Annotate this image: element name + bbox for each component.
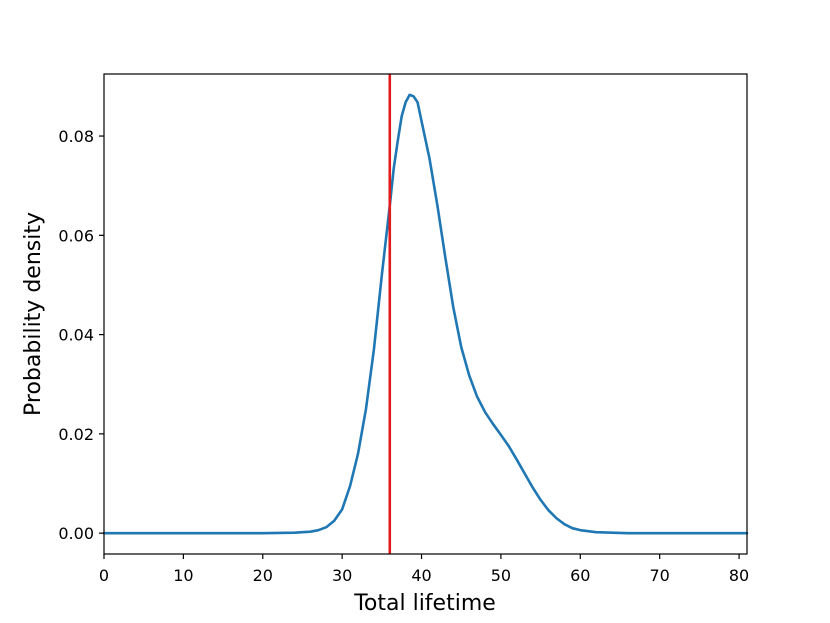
- y-axis-label: Probability density: [21, 212, 46, 416]
- x-tick-label: 50: [491, 566, 511, 585]
- y-axis-ticks: 0.00 0.02 0.04 0.06 0.08: [58, 127, 104, 543]
- x-tick-label: 60: [570, 566, 590, 585]
- plot-background: [104, 74, 747, 554]
- y-tick-label: 0.00: [58, 524, 94, 543]
- x-tick-label: 80: [729, 566, 749, 585]
- density-curve-0: [102, 93, 749, 535]
- x-axis-label: Total lifetime: [353, 591, 496, 616]
- x-tick-label: 40: [411, 566, 431, 585]
- plot-frame: [103, 73, 748, 555]
- x-axis-ticks: 0 10 20 30 40 50 60 70 80: [99, 554, 749, 585]
- x-tick-label: 10: [173, 566, 193, 585]
- y-tick-label: 0.04: [58, 326, 94, 345]
- x-tick-label: 30: [332, 566, 352, 585]
- x-tick-label: 20: [253, 566, 273, 585]
- y-tick-label: 0.08: [58, 127, 94, 146]
- y-tick-label: 0.02: [58, 425, 94, 444]
- y-tick-label: 0.06: [58, 226, 94, 245]
- x-tick-label: 70: [649, 566, 669, 585]
- x-tick-label: 0: [99, 566, 109, 585]
- series-layer: [102, 93, 749, 535]
